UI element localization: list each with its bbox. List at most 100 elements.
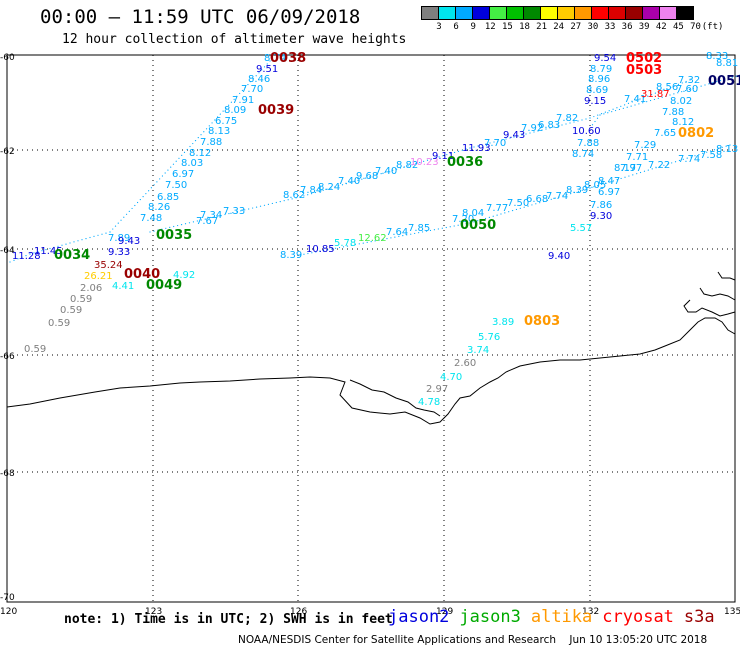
track-dot [604,182,607,184]
wave-height-value: 7.40 [375,166,397,177]
track-id-label: 0040 [124,267,160,282]
track-dot [497,140,499,142]
wave-height-value: 9.43 [118,236,140,247]
track-dot [410,233,412,235]
wave-height-value: 11.28 [12,251,41,262]
satellite-name: cryosat [602,607,674,627]
track-dot [626,106,628,108]
track-dot [93,235,95,237]
legend-label: 9 [470,22,476,32]
wave-height-value: 7.40 [338,176,360,187]
track-dot [515,208,518,211]
track-dot [591,124,594,126]
track-dot [244,209,246,211]
track-dot [61,244,63,246]
track-dot [698,153,700,156]
track-dot [723,78,726,81]
track-dot [319,250,321,252]
track-dot [659,165,661,168]
track-dot [581,189,583,191]
lat-tick-label: -70 [0,593,15,603]
satellite-name: s3a [683,607,715,627]
track-dot [167,169,169,171]
track-dot [189,145,191,148]
track-dot [353,180,355,183]
track-dot [101,233,103,235]
track-dot [719,79,722,82]
track-dot [477,145,479,147]
track-dot [573,121,575,123]
lon-tick-label: 123 [145,607,162,617]
track-dot [682,158,684,160]
legend-swatch [574,6,592,20]
track-dot [589,187,591,189]
track-dot [225,107,227,109]
track-dot [674,161,677,163]
track-dot [395,168,398,170]
track-dot [690,156,692,158]
track-dot [255,75,257,77]
track-dot [477,220,479,222]
track-dot [604,111,606,113]
wave-height-value: 26.21 [84,271,113,282]
track-dot [634,104,636,106]
track-dot [266,63,268,65]
track-dot [643,170,646,172]
track-dot [212,216,214,218]
track-dot [665,95,667,97]
track-dot [550,198,552,200]
track-dot [562,195,564,197]
wave-height-value: 7.74 [678,154,700,165]
track-dot [488,216,490,218]
track-dot [175,160,177,162]
track-dot [283,200,285,202]
track-dot [725,145,727,147]
track-dot [712,82,714,84]
track-dot [461,223,463,226]
track-dot [546,199,549,202]
track-dot [453,151,456,154]
track-dot [161,175,164,177]
track-dot [123,216,125,218]
legend-label: 39 [638,22,650,32]
track-dot [646,101,648,103]
track-dot [388,170,390,172]
track-dot [197,137,199,139]
track-dot [603,113,605,115]
legend-swatch [455,6,473,20]
track-dot [513,136,515,138]
track-dot [433,229,436,231]
track-dot [358,243,360,245]
track-dot [688,88,691,91]
track-dot [496,214,498,216]
track-dot [192,142,194,145]
track-dot [509,137,511,139]
track-dot [134,204,136,207]
track-dot [533,131,535,133]
track-dot [17,258,19,260]
wave-height-value: 6.83 [538,120,560,131]
wave-height-value: 8.62 [283,190,305,201]
track-dot [581,119,583,121]
track-dot [419,161,421,164]
track-dot [461,149,463,151]
wave-height-value: 5.76 [478,332,500,343]
track-dot [647,169,649,171]
track-dot [403,166,405,168]
track-dot [172,163,175,165]
wave-height-value: 5.57 [570,223,592,234]
lat-tick-label: -60 [0,53,15,63]
track-dot [535,203,537,205]
wave-height-value: 10.85 [306,244,335,255]
wave-height-value: 7.64 [386,227,408,238]
track-dot [469,222,471,224]
lat-tick-label: -66 [0,352,15,362]
track-dot [525,133,527,135]
track-dot [450,152,452,155]
track-dot [150,187,152,189]
track-dot [473,221,475,223]
track-dot [457,150,460,152]
track-dot [112,228,114,230]
track-dot [735,75,737,77]
track-dot [674,85,676,87]
